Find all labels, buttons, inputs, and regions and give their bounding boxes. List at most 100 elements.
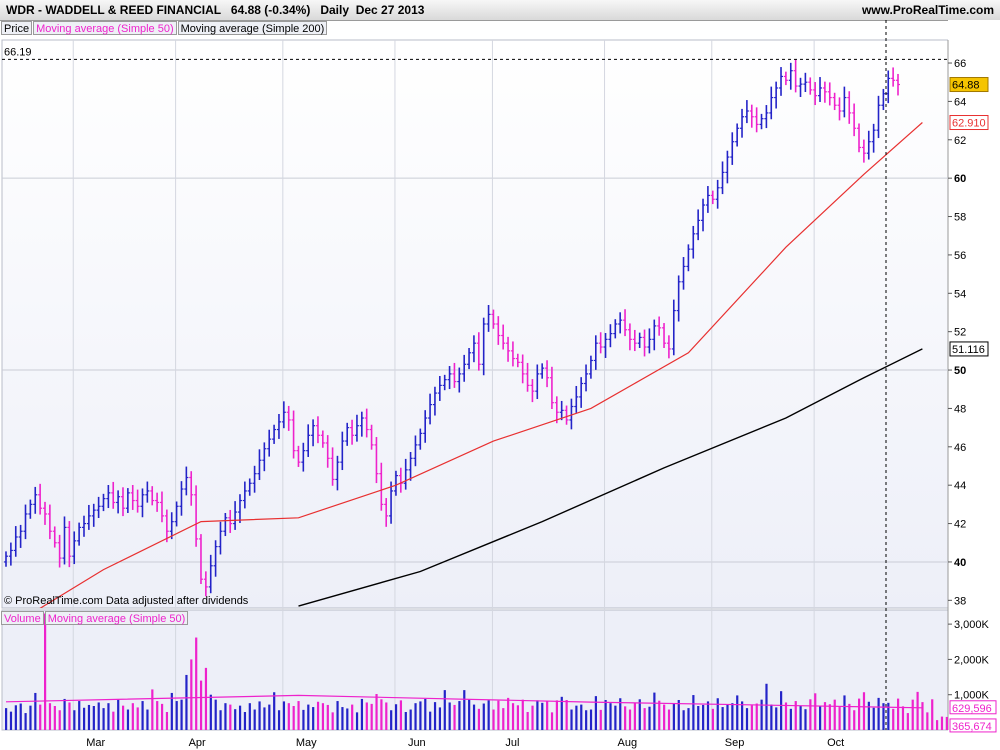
ohlc-bar xyxy=(779,67,784,96)
volume-bar xyxy=(633,702,636,730)
ohlc-bar xyxy=(111,481,116,509)
ohlc-bar xyxy=(233,501,238,530)
volume-bar xyxy=(307,704,310,730)
y-tick-label: 60 xyxy=(954,173,966,185)
ohlc-bar xyxy=(33,486,38,514)
volume-bar xyxy=(214,699,217,730)
volume-bar xyxy=(609,703,612,730)
volume-bar xyxy=(477,708,481,730)
ohlc-bar xyxy=(267,429,272,457)
volume-bar xyxy=(536,700,539,730)
reference-label: 66.19 xyxy=(4,46,32,58)
ohlc-bar xyxy=(813,82,818,106)
volume-bar xyxy=(195,637,198,730)
legend-ma200[interactable]: Moving average (Simple 200) xyxy=(177,21,328,35)
volume-bar xyxy=(589,709,593,730)
x-tick-label: Apr xyxy=(189,737,206,749)
volume-bar xyxy=(502,708,505,730)
volume-bar xyxy=(667,709,671,730)
ohlc-bar xyxy=(584,364,589,392)
volume-bar xyxy=(165,712,169,730)
volume-bar xyxy=(736,695,739,730)
ohlc-bar xyxy=(559,400,564,421)
volume-bar xyxy=(5,708,8,730)
volume-bar xyxy=(29,705,32,730)
ohlc-bar xyxy=(428,393,433,425)
ohlc-bar xyxy=(486,305,491,332)
ohlc-bar xyxy=(47,504,52,540)
ohlc-bar xyxy=(159,491,164,523)
legend-ma50[interactable]: Moving average (Simple 50) xyxy=(33,21,177,35)
ohlc-bar xyxy=(554,396,559,424)
x-tick-label: Sep xyxy=(725,737,745,749)
ohlc-bar xyxy=(135,489,140,513)
legend-volume-ma50[interactable]: Moving average (Simple 50) xyxy=(44,611,189,625)
ohlc-bar xyxy=(423,410,428,443)
ohlc-bar xyxy=(291,410,296,459)
volume-bar xyxy=(151,689,154,730)
ma50-value-label: 62.910 xyxy=(952,118,986,130)
ohlc-bar xyxy=(432,386,437,416)
ohlc-bar xyxy=(876,95,881,139)
volume-bar xyxy=(351,704,354,730)
volume-bar xyxy=(853,710,856,730)
volume-bar xyxy=(297,701,300,730)
volume-bar xyxy=(170,692,173,730)
chart-title: WDR - WADDELL & REED FINANCIAL 64.88 (-0… xyxy=(6,3,425,17)
volume-bar xyxy=(599,709,602,730)
ohlc-bar xyxy=(842,86,847,118)
ohlc-bar xyxy=(744,100,749,124)
x-tick-label: Oct xyxy=(827,737,844,749)
volume-bar xyxy=(541,702,544,730)
ohlc-bar xyxy=(320,430,325,448)
volume-bar xyxy=(750,705,753,730)
volume-bar xyxy=(185,674,188,730)
ohlc-bar xyxy=(715,179,720,209)
ohlc-bar xyxy=(871,123,876,153)
ohlc-bar xyxy=(120,487,125,517)
site-link[interactable]: www.ProRealTime.com xyxy=(861,3,994,17)
volume-bar xyxy=(848,703,851,730)
volume-bar xyxy=(940,716,944,730)
ohlc-bar xyxy=(72,531,77,565)
volume-bar xyxy=(429,711,432,730)
legend-price[interactable]: Price xyxy=(1,21,33,35)
volume-bar xyxy=(48,703,52,730)
ohlc-bar xyxy=(476,332,481,371)
ohlc-bar xyxy=(189,471,194,506)
volume-bar xyxy=(697,706,700,730)
volume-bar xyxy=(453,704,456,730)
volume-bar xyxy=(14,705,17,730)
ohlc-bar xyxy=(520,354,525,384)
ohlc-bar xyxy=(618,312,623,334)
volume-bar xyxy=(492,709,495,730)
ohlc-bar xyxy=(818,77,823,102)
volume-bar xyxy=(331,712,334,730)
volume-bar xyxy=(468,699,471,730)
volume-bar xyxy=(209,694,212,730)
ohlc-bar xyxy=(403,458,408,490)
volume-bar xyxy=(404,712,407,730)
ohlc-bar xyxy=(866,130,871,160)
ohlc-bar xyxy=(808,77,813,95)
last-volume-label: 365,674 xyxy=(952,721,992,733)
ma50-line xyxy=(39,122,923,608)
volume-bar xyxy=(102,708,105,730)
ohlc-bar xyxy=(374,437,379,484)
ohlc-bar xyxy=(379,462,384,511)
ohlc-bar xyxy=(247,478,252,496)
ohlc-bar xyxy=(681,257,686,290)
volume-bar xyxy=(658,700,661,730)
ohlc-bar xyxy=(510,341,515,367)
volume-bar xyxy=(482,703,485,730)
volume-bar xyxy=(872,707,875,730)
legend-volume[interactable]: Volume xyxy=(1,611,44,625)
volume-bar xyxy=(741,701,744,730)
volume-bar xyxy=(555,700,558,730)
volume-bar xyxy=(312,707,315,730)
volume-bar xyxy=(73,710,76,730)
volume-bar xyxy=(43,613,47,730)
ohlc-bar xyxy=(354,414,359,442)
ohlc-bar xyxy=(861,139,866,163)
volume-bar xyxy=(107,703,110,730)
